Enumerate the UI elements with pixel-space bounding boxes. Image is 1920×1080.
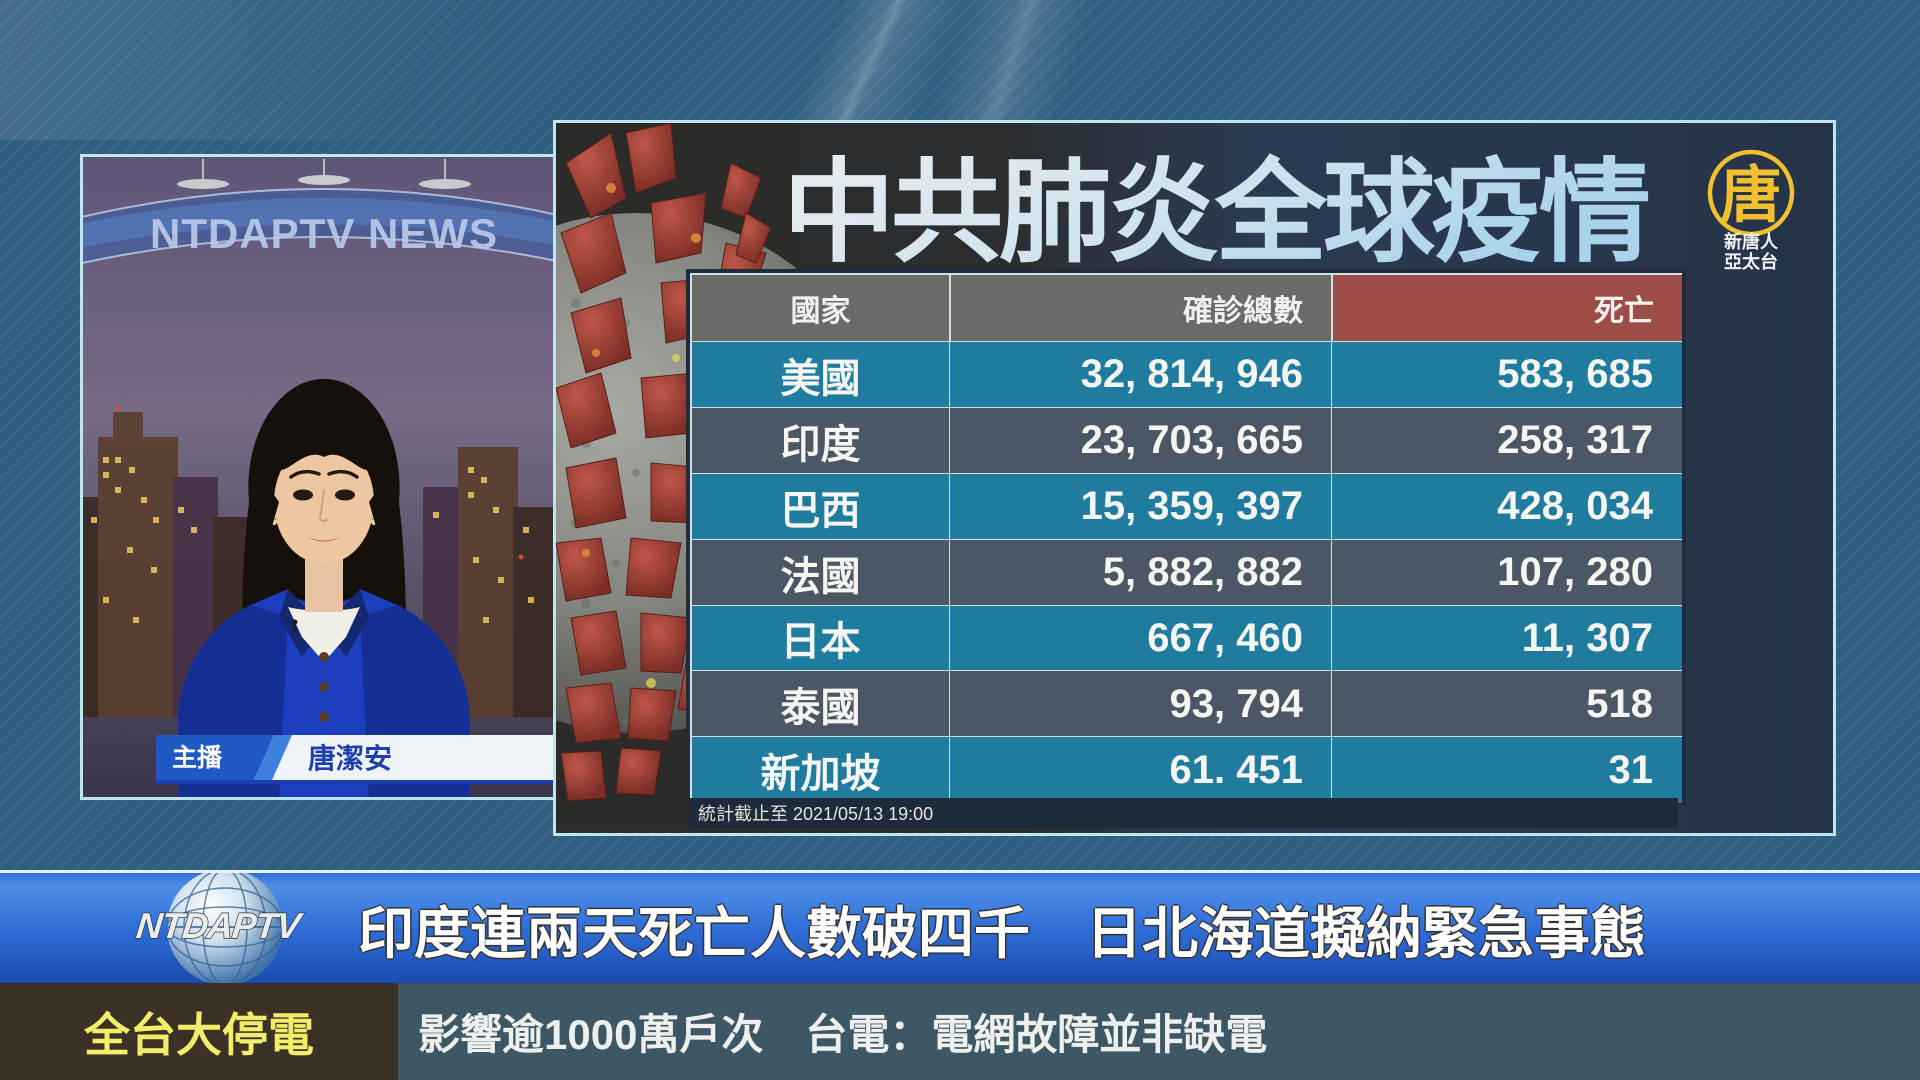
svg-text:NTDAPTV NEWS: NTDAPTV NEWS	[150, 210, 498, 257]
svg-text:亞太台: 亞太台	[1724, 251, 1778, 272]
svg-text:中共肺炎全球疫情: 中共肺炎全球疫情	[783, 150, 1649, 275]
svg-text:新唐人: 新唐人	[1724, 231, 1779, 252]
svg-text:NTDAPTV: NTDAPTV	[134, 905, 305, 946]
svg-text:唐潔安: 唐潔安	[308, 742, 392, 774]
svg-text:唐: 唐	[1720, 161, 1781, 229]
svg-text:主播: 主播	[172, 744, 223, 772]
